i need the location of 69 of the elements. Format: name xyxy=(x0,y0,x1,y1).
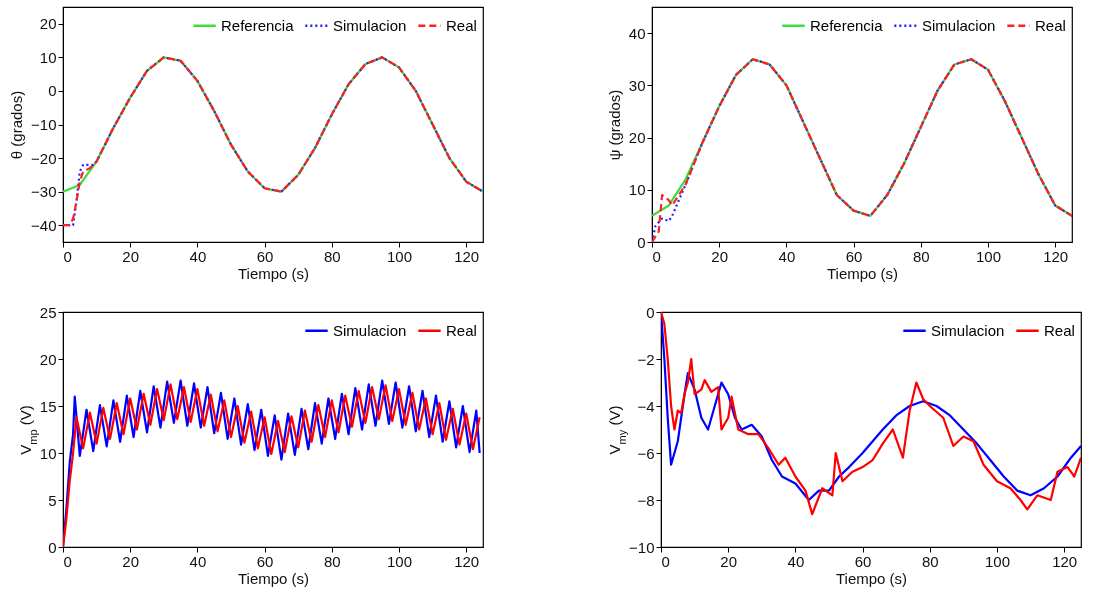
y-tick-label: −8 xyxy=(637,491,655,509)
y-tick-label: 0 xyxy=(48,538,57,556)
x-tick-label: 20 xyxy=(720,552,738,570)
x-tick-label: 40 xyxy=(787,552,805,570)
x-tick-label: 20 xyxy=(122,552,140,570)
y-tick-label: 0 xyxy=(637,233,646,251)
x-tick-label: 120 xyxy=(454,552,480,570)
legend-label: Simulacion xyxy=(931,321,1005,339)
legend-label: Simulacion xyxy=(333,16,407,34)
x-axis-title: Tiempo (s) xyxy=(237,264,310,282)
y-tick-label: 30 xyxy=(628,76,646,94)
y-tick-label: 10 xyxy=(39,48,57,66)
x-tick-label: 80 xyxy=(323,552,341,570)
x-tick-label: 40 xyxy=(189,247,207,265)
x-tick-label: 100 xyxy=(975,247,1002,265)
legend-label: Real xyxy=(1044,321,1075,339)
legend-label: Referencia xyxy=(221,16,295,34)
y-tick-label: 5 xyxy=(48,491,57,509)
x-tick-label: 100 xyxy=(386,552,413,570)
y-tick-label: −2 xyxy=(637,350,655,368)
y-tick-label: 10 xyxy=(628,181,646,199)
line-series xyxy=(63,56,483,193)
y-tick-label: 20 xyxy=(39,15,57,33)
x-axis-title: Tiempo (s) xyxy=(826,264,899,282)
legend-label: Real xyxy=(446,16,477,34)
y-tick-label: 10 xyxy=(39,444,57,462)
y-tick-label: −40 xyxy=(31,216,57,234)
x-tick-label: 60 xyxy=(854,552,872,570)
y-tick-label: 40 xyxy=(628,24,646,42)
x-tick-label: 60 xyxy=(256,552,274,570)
x-tick-label: 0 xyxy=(661,552,670,570)
y-tick-label: 0 xyxy=(646,303,655,321)
x-axis-title: Tiempo (s) xyxy=(237,569,310,587)
y-tick-label: 20 xyxy=(628,129,646,147)
x-tick-label: 120 xyxy=(454,247,480,265)
x-tick-label: 120 xyxy=(1052,552,1078,570)
y-tick-label: −4 xyxy=(637,397,655,415)
y-tick-label: 20 xyxy=(39,350,57,368)
legend-label: Real xyxy=(446,321,477,339)
x-tick-label: 40 xyxy=(778,247,796,265)
legend-label: Referencia xyxy=(810,16,884,34)
x-tick-label: 100 xyxy=(984,552,1011,570)
x-tick-label: 60 xyxy=(256,247,274,265)
y-tick-label: 0 xyxy=(48,82,57,100)
x-axis-title: Tiempo (s) xyxy=(835,569,908,587)
x-tick-label: 100 xyxy=(386,247,413,265)
y-tick-label: 15 xyxy=(39,397,57,415)
x-tick-label: 20 xyxy=(122,247,140,265)
x-tick-label: 80 xyxy=(921,552,939,570)
x-tick-label: 0 xyxy=(63,552,72,570)
y-tick-label: −10 xyxy=(629,538,655,556)
y-axis-title: ψ (grados) xyxy=(605,89,623,161)
y-axis-title: θ (grados) xyxy=(8,90,26,160)
x-tick-label: 20 xyxy=(711,247,729,265)
x-tick-label: 80 xyxy=(912,247,930,265)
x-tick-label: 80 xyxy=(323,247,341,265)
legend-label: Simulacion xyxy=(333,321,407,339)
y-tick-label: −30 xyxy=(31,183,57,201)
legend-label: Real xyxy=(1035,16,1066,34)
x-tick-label: 60 xyxy=(845,247,863,265)
legend-label: Simulacion xyxy=(922,16,996,34)
y-tick-label: 25 xyxy=(39,303,57,321)
x-tick-label: 120 xyxy=(1043,247,1069,265)
line-series xyxy=(63,56,483,227)
y-tick-label: −6 xyxy=(637,444,655,462)
y-tick-label: −10 xyxy=(31,116,57,133)
x-tick-label: 40 xyxy=(189,552,207,570)
y-tick-label: −20 xyxy=(31,149,57,167)
x-tick-label: 0 xyxy=(63,247,72,265)
